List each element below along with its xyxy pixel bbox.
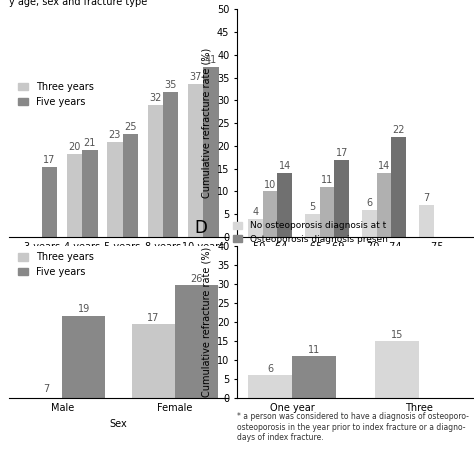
Text: 4: 4 [252,207,258,217]
Text: 35: 35 [164,80,177,90]
Bar [248,219,263,237]
Bar [42,167,57,237]
Text: 26: 26 [190,274,202,284]
Text: 7: 7 [43,384,50,394]
Bar [188,84,203,237]
Text: 14: 14 [279,162,291,172]
Bar [132,325,175,398]
Text: 25: 25 [124,121,137,131]
Legend: Three years, Five years: Three years, Five years [14,248,98,281]
Bar [107,142,123,237]
Y-axis label: Cumulative refracture rate (%): Cumulative refracture rate (%) [201,48,211,198]
X-axis label: Age at index fr: Age at index fr [319,257,392,267]
Text: 17: 17 [43,155,55,164]
Text: 11: 11 [321,175,333,185]
Bar [163,92,178,237]
Text: 32: 32 [149,92,162,102]
Text: 14: 14 [378,162,390,172]
Text: D: D [194,219,207,237]
Bar [335,160,349,237]
Text: 23: 23 [109,130,121,140]
Text: * a person was considered to have a diagnosis of osteoporo-
osteoporosis in the : * a person was considered to have a diag… [237,412,469,442]
Bar [175,285,218,398]
Text: 37: 37 [190,72,202,82]
Bar [362,210,376,237]
Bar [319,187,335,237]
Bar [123,134,138,237]
Bar [82,150,98,237]
Bar [392,137,406,237]
Text: 19: 19 [77,304,90,314]
Text: 5: 5 [309,202,315,212]
Text: 41: 41 [205,55,217,65]
Bar [277,173,292,237]
Text: 22: 22 [392,125,405,135]
Bar [147,105,163,237]
Text: 17: 17 [336,148,348,158]
Text: 6: 6 [366,198,372,208]
Text: 21: 21 [83,138,96,148]
Y-axis label: Cumulative refracture rate (%): Cumulative refracture rate (%) [201,247,211,397]
Text: y age, sex and fracture type: y age, sex and fracture type [9,0,148,7]
Bar [305,214,319,237]
Bar [248,375,292,398]
Text: 17: 17 [147,313,160,323]
X-axis label: Sex: Sex [109,419,128,428]
X-axis label: ost-index fracture (years): ost-index fracture (years) [56,257,181,267]
Bar [203,67,219,237]
Bar [374,341,419,398]
Bar [419,205,434,237]
Bar [376,173,392,237]
Bar [263,191,277,237]
Text: 6: 6 [267,365,273,374]
Text: 15: 15 [391,330,403,340]
Text: 10: 10 [264,180,276,190]
Text: 20: 20 [68,142,81,152]
Bar [62,316,105,398]
Bar [67,154,82,237]
Bar [292,356,337,398]
Legend: No osteoporosis diagnosis at t, Osteoporosis diagnosis presen: No osteoporosis diagnosis at t, Osteopor… [230,218,391,247]
Text: 7: 7 [423,193,429,203]
Legend: Three years, Five years: Three years, Five years [14,78,98,111]
Text: 11: 11 [308,346,320,356]
